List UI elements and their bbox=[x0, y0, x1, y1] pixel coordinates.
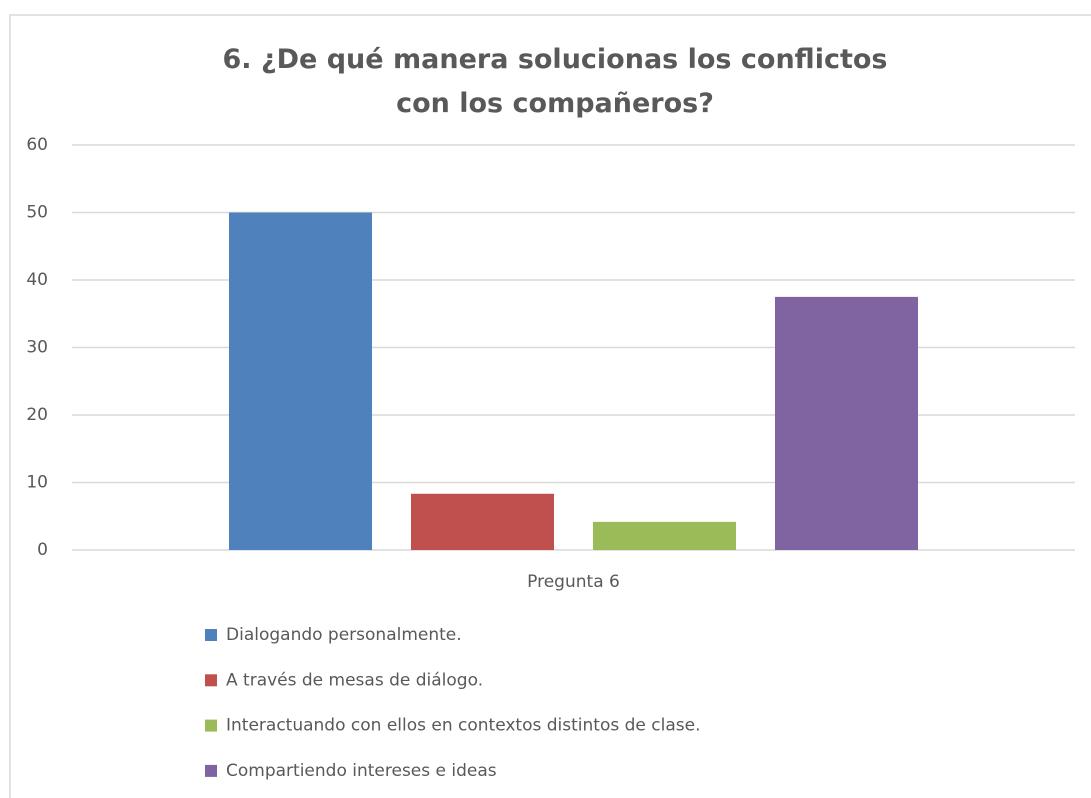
y-tick-label: 10 bbox=[26, 473, 48, 493]
bar bbox=[593, 521, 736, 550]
y-tick-label: 30 bbox=[26, 338, 48, 358]
legend-label: Compartiendo intereses e ideas bbox=[226, 761, 497, 781]
y-tick-label: 40 bbox=[26, 270, 48, 290]
legend-label: Dialogando personalmente. bbox=[226, 625, 462, 645]
bar bbox=[229, 212, 372, 550]
legend-label: Interactuando con ellos en contextos dis… bbox=[226, 716, 700, 736]
bar bbox=[775, 296, 918, 550]
legend-label: A través de mesas de diálogo. bbox=[226, 670, 483, 690]
y-tick-label: 20 bbox=[26, 405, 48, 425]
bar bbox=[411, 493, 554, 550]
legend-swatch bbox=[205, 764, 217, 777]
legend-swatch bbox=[205, 629, 217, 641]
x-tick-label: Pregunta 6 bbox=[527, 572, 620, 592]
y-tick-label: 50 bbox=[26, 203, 48, 223]
legend-swatch bbox=[205, 674, 217, 687]
chart-title: 6. ¿De qué manera solucionas los conflic… bbox=[222, 44, 888, 119]
chart-border bbox=[9, 14, 1091, 798]
y-tick-label: 60 bbox=[26, 135, 48, 155]
y-tick-label: 0 bbox=[37, 540, 48, 560]
legend-swatch bbox=[205, 719, 217, 732]
